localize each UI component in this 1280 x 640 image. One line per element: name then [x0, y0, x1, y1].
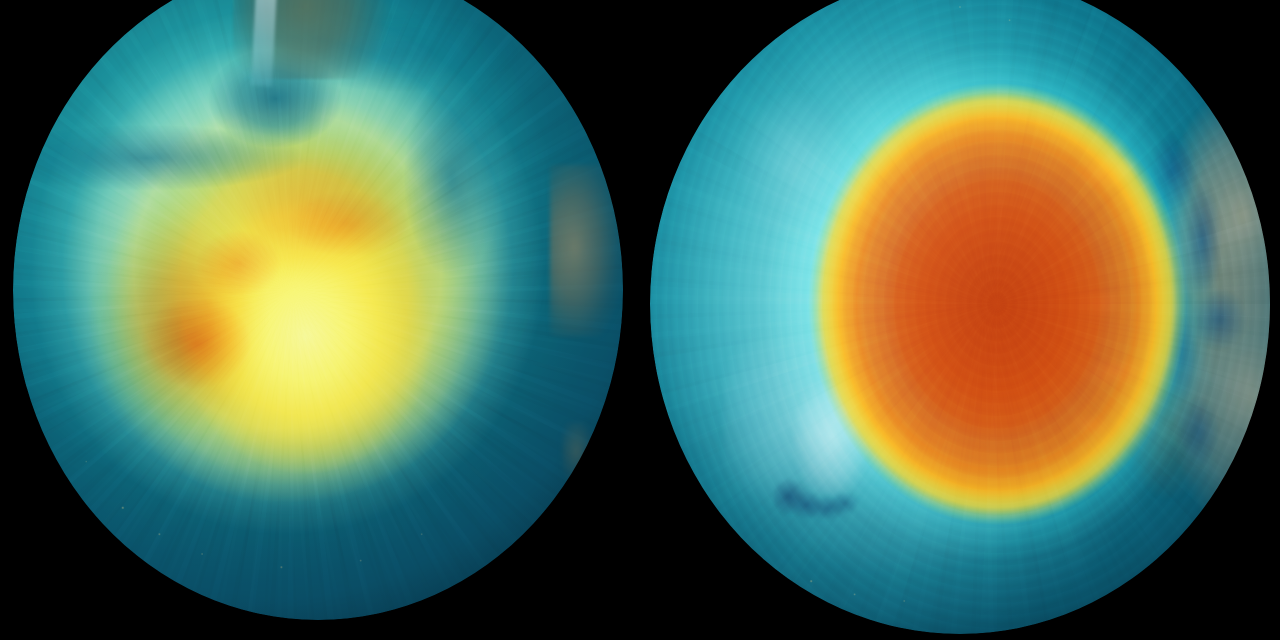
- north-city-lights: [650, 0, 1270, 634]
- globe-south-polar[interactable]: [13, 0, 623, 620]
- north-limb-darkening: [650, 0, 1270, 634]
- south-terminator-shading: [13, 0, 623, 620]
- globe-north-polar[interactable]: [650, 0, 1270, 634]
- north-terminator-shading: [650, 0, 1270, 634]
